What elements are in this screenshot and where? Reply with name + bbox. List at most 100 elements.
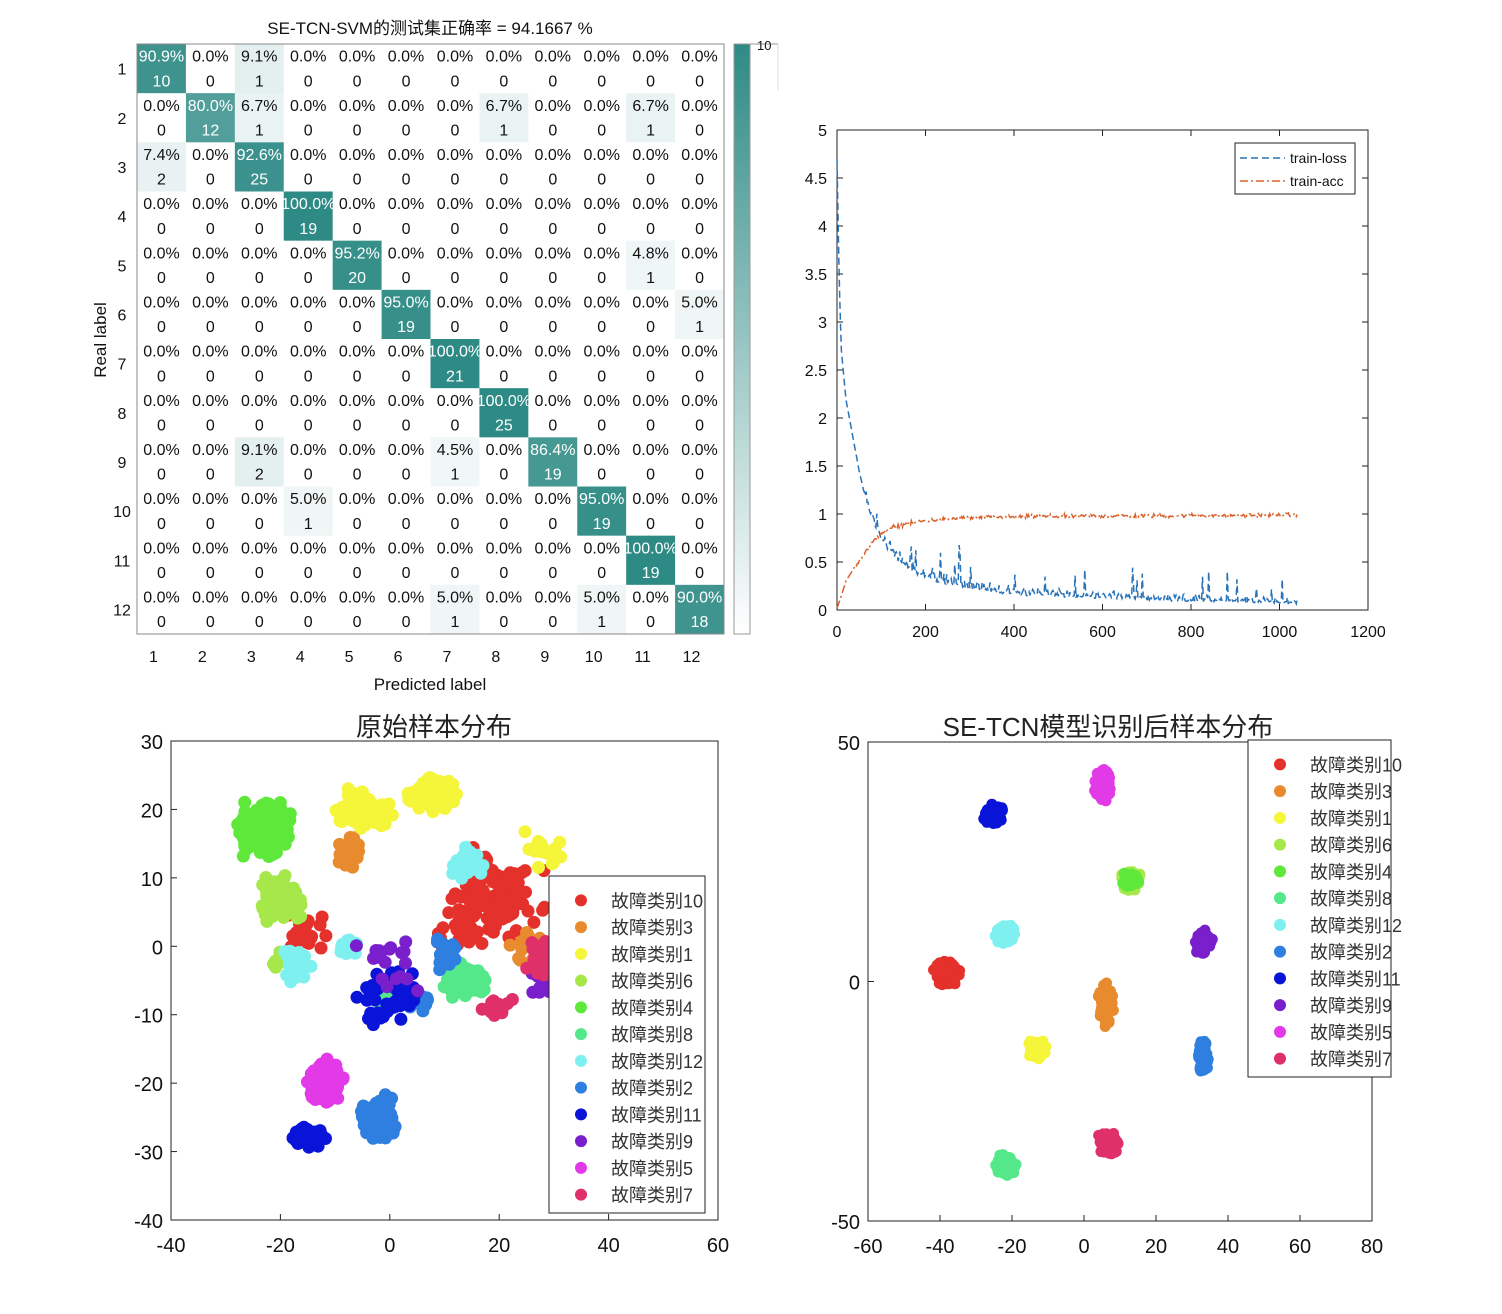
confusion-cell-count: 0 — [597, 417, 606, 434]
confusion-cell-count: 0 — [499, 172, 508, 189]
confusion-cell-count: 0 — [304, 172, 313, 189]
training-legend: train-loss train-acc — [1234, 142, 1356, 195]
scatter-point — [527, 915, 541, 929]
confusion-cell — [675, 289, 725, 340]
confusion-cell — [381, 388, 431, 438]
scatter-point — [363, 800, 377, 814]
confusion-cell-percent: 0.0% — [143, 442, 179, 459]
scatter-point — [1024, 1050, 1036, 1062]
confusion-cell — [381, 535, 431, 586]
confusion-cell-count: 0 — [402, 467, 411, 484]
confusion-cell — [283, 535, 334, 586]
confusion-cell-count: 0 — [206, 73, 215, 90]
confusion-y-label: Real label — [91, 302, 110, 378]
training-y-tick-label: 2.5 — [805, 363, 827, 380]
scatter-point — [329, 1058, 343, 1072]
confusion-cell — [479, 486, 529, 537]
legend-label: 故障类别8 — [611, 1025, 693, 1045]
confusion-cell — [577, 93, 627, 143]
confusion-y-tick: 2 — [118, 111, 127, 128]
confusion-cell-count: 18 — [691, 614, 709, 631]
confusion-cell-percent: 0.0% — [681, 540, 717, 557]
confusion-cell-percent: 0.0% — [486, 590, 522, 607]
x-tick-label: -40 — [157, 1235, 186, 1257]
confusion-cell-percent: 0.0% — [632, 491, 668, 508]
confusion-cell — [675, 191, 725, 242]
confusion-cell-count: 0 — [353, 172, 362, 189]
x-tick-label: -20 — [266, 1235, 295, 1257]
confusion-cell-percent: 0.0% — [290, 590, 326, 607]
confusion-cell-count: 0 — [157, 368, 166, 385]
scatter-point — [933, 958, 945, 970]
confusion-cell-count: 20 — [348, 270, 366, 287]
confusion-cell — [185, 486, 236, 537]
confusion-cell-percent: 0.0% — [241, 344, 277, 361]
y-tick-label: 0 — [152, 937, 163, 959]
confusion-cell-count: 1 — [255, 122, 264, 139]
scatter-point — [350, 990, 364, 1004]
scatter-point — [294, 962, 308, 976]
scatter-point — [314, 1062, 327, 1076]
legend-label: 故障类别6 — [1310, 836, 1392, 856]
confusion-cell — [626, 240, 676, 291]
confusion-cell-count: 0 — [255, 614, 264, 631]
confusion-cell-count: 0 — [499, 467, 508, 484]
confusion-cell-count: 0 — [304, 73, 313, 90]
training-x-tick-label: 1000 — [1262, 624, 1298, 641]
scatter-point — [1194, 941, 1206, 953]
original-title: 原始样本分布 — [356, 712, 512, 742]
y-tick-label: 10 — [141, 869, 163, 891]
confusion-cell — [577, 437, 627, 487]
confusion-cell-percent: 0.0% — [583, 98, 619, 115]
confusion-cell-count: 0 — [597, 368, 606, 385]
confusion-cell-count: 0 — [499, 614, 508, 631]
colorbar-label: 10 — [757, 38, 771, 53]
confusion-cell-percent: 4.5% — [437, 442, 473, 459]
confusion-cell-count: 0 — [451, 417, 460, 434]
legend-swatch — [575, 921, 587, 934]
legend-label: 故障类别5 — [1310, 1023, 1392, 1043]
confusion-cell-percent: 0.0% — [486, 196, 522, 213]
confusion-cell-count: 0 — [304, 368, 313, 385]
scatter-point — [491, 1003, 505, 1016]
confusion-cell-count: 0 — [402, 417, 411, 434]
confusion-cell — [137, 486, 187, 537]
legend-swatch — [1274, 865, 1286, 878]
confusion-cell-percent: 0.0% — [290, 540, 326, 557]
scatter-point — [408, 794, 422, 808]
scatter-point — [537, 900, 551, 914]
training-y-tick-label: 3.5 — [805, 267, 827, 284]
confusion-cell-percent: 0.0% — [437, 49, 473, 66]
scatter-point — [395, 946, 409, 960]
confusion-x-tick: 3 — [247, 649, 256, 666]
scatter-point — [320, 1074, 334, 1088]
confusion-cell-count: 0 — [304, 319, 313, 336]
confusion-cell-count: 0 — [646, 417, 655, 434]
confusion-cell-percent: 0.0% — [486, 540, 522, 557]
confusion-cell-count: 0 — [695, 270, 704, 287]
identified-title: SE-TCN模型识别后样本分布 — [943, 712, 1274, 742]
confusion-cell-percent: 0.0% — [339, 49, 375, 66]
confusion-x-ticks: 1 2 3 4 5 6 7 8 9 10 11 12 — [149, 649, 701, 666]
confusion-cell-percent: 0.0% — [681, 393, 717, 410]
confusion-cell-count: 19 — [642, 565, 660, 582]
confusion-cell-percent: 0.0% — [339, 491, 375, 508]
confusion-frame — [136, 43, 725, 635]
scatter-point — [1005, 1155, 1017, 1167]
scatter-point — [442, 906, 456, 920]
scatter-point — [463, 970, 477, 984]
training-y-tick-label: 0.5 — [805, 555, 827, 572]
confusion-cell-percent: 0.0% — [681, 442, 717, 459]
confusion-cell-count: 0 — [206, 368, 215, 385]
scatter-point — [430, 935, 444, 949]
original-scatter-panel: 原始样本分布 -40 -20 0 20 40 60 30 20 10 0 -10 -20 -30-40 … — [134, 712, 729, 1257]
confusion-cell-percent: 0.0% — [339, 196, 375, 213]
confusion-cell — [332, 339, 383, 389]
scatter-point — [1000, 931, 1012, 943]
scatter-point — [268, 887, 282, 901]
confusion-cell — [577, 191, 627, 242]
scatter-point — [486, 875, 500, 889]
confusion-cell-count: 1 — [499, 122, 508, 139]
confusion-cell-percent: 0.0% — [339, 590, 375, 607]
training-x-tick-label: 800 — [1178, 624, 1205, 641]
